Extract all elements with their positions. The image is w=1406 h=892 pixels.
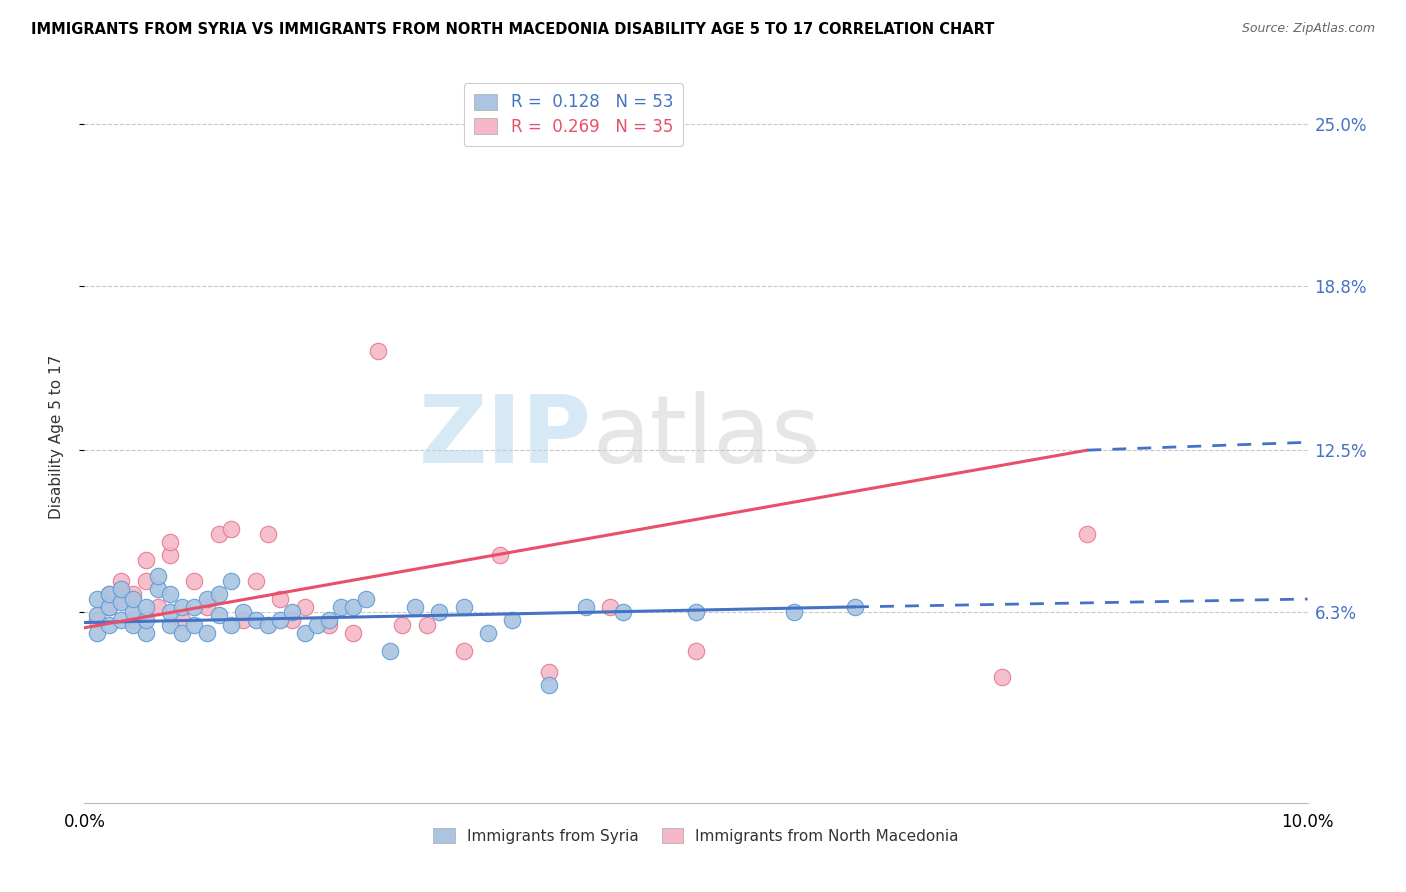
Point: [453, 599, 475, 614]
Point: [502, 613, 524, 627]
Point: [208, 607, 231, 622]
Point: [172, 613, 194, 627]
Point: [208, 526, 231, 541]
Point: [281, 613, 304, 627]
Point: [86, 607, 108, 622]
Point: [110, 574, 132, 588]
Point: [195, 626, 218, 640]
Point: [416, 618, 439, 632]
Point: [232, 613, 254, 627]
Point: [97, 587, 120, 601]
Point: [342, 599, 364, 614]
Point: [122, 605, 145, 619]
Point: [122, 613, 145, 627]
Point: [97, 599, 120, 614]
Point: [97, 599, 120, 614]
Point: [146, 582, 169, 596]
Point: [97, 587, 120, 601]
Point: [135, 574, 157, 588]
Point: [219, 618, 242, 632]
Text: atlas: atlas: [592, 391, 820, 483]
Point: [844, 599, 866, 614]
Point: [489, 548, 512, 562]
Point: [404, 599, 426, 614]
Point: [195, 592, 218, 607]
Point: [685, 644, 707, 658]
Point: [146, 599, 169, 614]
Point: [257, 618, 280, 632]
Point: [86, 626, 108, 640]
Point: [159, 548, 181, 562]
Point: [172, 599, 194, 614]
Point: [122, 592, 145, 607]
Point: [122, 587, 145, 601]
Point: [159, 605, 181, 619]
Text: IMMIGRANTS FROM SYRIA VS IMMIGRANTS FROM NORTH MACEDONIA DISABILITY AGE 5 TO 17 : IMMIGRANTS FROM SYRIA VS IMMIGRANTS FROM…: [31, 22, 994, 37]
Point: [380, 644, 402, 658]
Point: [612, 605, 634, 619]
Point: [110, 613, 132, 627]
Point: [269, 613, 291, 627]
Point: [159, 618, 181, 632]
Point: [135, 553, 157, 567]
Point: [135, 613, 157, 627]
Text: ZIP: ZIP: [419, 391, 592, 483]
Point: [305, 618, 328, 632]
Point: [146, 568, 169, 582]
Point: [318, 618, 340, 632]
Point: [183, 574, 205, 588]
Legend: Immigrants from Syria, Immigrants from North Macedonia: Immigrants from Syria, Immigrants from N…: [427, 822, 965, 850]
Point: [110, 594, 132, 608]
Point: [342, 626, 364, 640]
Point: [330, 599, 353, 614]
Point: [219, 574, 242, 588]
Point: [783, 605, 806, 619]
Point: [991, 670, 1014, 684]
Point: [110, 582, 132, 596]
Point: [538, 665, 561, 680]
Point: [232, 605, 254, 619]
Point: [294, 599, 316, 614]
Point: [122, 618, 145, 632]
Point: [195, 599, 218, 614]
Point: [477, 626, 499, 640]
Point: [685, 605, 707, 619]
Y-axis label: Disability Age 5 to 17: Disability Age 5 to 17: [49, 355, 63, 519]
Point: [257, 526, 280, 541]
Point: [575, 599, 598, 614]
Point: [219, 521, 242, 535]
Point: [294, 626, 316, 640]
Point: [538, 678, 561, 692]
Point: [269, 592, 291, 607]
Point: [159, 534, 181, 549]
Point: [86, 592, 108, 607]
Point: [183, 599, 205, 614]
Point: [427, 605, 450, 619]
Point: [172, 626, 194, 640]
Point: [86, 613, 108, 627]
Point: [135, 599, 157, 614]
Point: [453, 644, 475, 658]
Point: [245, 613, 267, 627]
Point: [110, 592, 132, 607]
Point: [367, 343, 389, 358]
Point: [281, 605, 304, 619]
Point: [183, 618, 205, 632]
Point: [159, 587, 181, 601]
Point: [97, 618, 120, 632]
Point: [318, 613, 340, 627]
Point: [245, 574, 267, 588]
Point: [599, 599, 621, 614]
Point: [135, 626, 157, 640]
Point: [208, 587, 231, 601]
Point: [391, 618, 413, 632]
Text: Source: ZipAtlas.com: Source: ZipAtlas.com: [1241, 22, 1375, 36]
Point: [1076, 526, 1098, 541]
Point: [354, 592, 377, 607]
